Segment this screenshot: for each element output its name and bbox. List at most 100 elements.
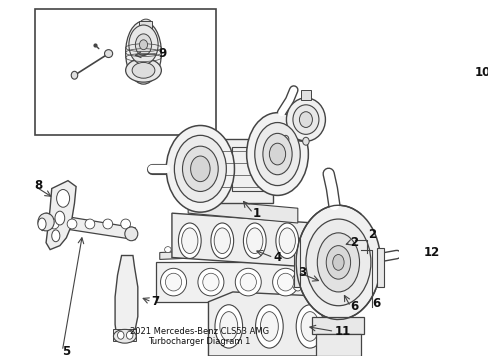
Ellipse shape (49, 219, 59, 229)
Ellipse shape (243, 223, 265, 258)
Ellipse shape (121, 219, 130, 229)
Ellipse shape (225, 247, 231, 253)
Bar (293, 238, 300, 287)
Ellipse shape (263, 133, 291, 175)
Ellipse shape (174, 135, 226, 202)
Ellipse shape (38, 213, 54, 231)
Polygon shape (42, 213, 135, 240)
Ellipse shape (188, 247, 195, 253)
Ellipse shape (67, 219, 77, 229)
Ellipse shape (214, 228, 230, 253)
Ellipse shape (254, 122, 300, 185)
Polygon shape (188, 198, 297, 223)
Ellipse shape (182, 146, 218, 192)
Ellipse shape (308, 273, 319, 291)
Ellipse shape (129, 25, 158, 64)
Text: 3: 3 (297, 266, 305, 279)
Text: 2021 Mercedes-Benz CLS53 AMG
Turbocharger Diagram 1: 2021 Mercedes-Benz CLS53 AMG Turbocharge… (130, 327, 268, 346)
Polygon shape (115, 256, 138, 341)
Text: 2: 2 (367, 228, 375, 241)
Ellipse shape (220, 312, 237, 341)
Ellipse shape (215, 305, 242, 348)
Ellipse shape (132, 62, 155, 78)
Ellipse shape (292, 105, 318, 134)
Ellipse shape (448, 64, 459, 80)
Ellipse shape (177, 247, 183, 253)
Ellipse shape (291, 273, 303, 291)
Ellipse shape (332, 255, 344, 270)
Text: 2: 2 (350, 236, 358, 249)
Text: 1: 1 (253, 207, 261, 220)
Ellipse shape (296, 205, 380, 320)
Ellipse shape (286, 247, 292, 253)
Bar (113, 329, 136, 341)
Bar (231, 147, 279, 192)
Ellipse shape (260, 312, 278, 341)
Ellipse shape (201, 247, 207, 253)
Ellipse shape (302, 137, 308, 145)
Text: 8: 8 (34, 179, 42, 192)
Polygon shape (172, 213, 313, 267)
Ellipse shape (277, 273, 293, 291)
Ellipse shape (237, 247, 244, 253)
Polygon shape (442, 55, 466, 94)
Bar (139, 21, 152, 29)
Ellipse shape (165, 273, 182, 291)
Ellipse shape (286, 98, 325, 141)
Ellipse shape (125, 21, 161, 84)
Ellipse shape (298, 247, 305, 253)
Ellipse shape (139, 40, 147, 50)
Ellipse shape (113, 329, 136, 343)
Ellipse shape (52, 230, 60, 242)
Ellipse shape (299, 112, 312, 127)
Ellipse shape (274, 247, 280, 253)
Ellipse shape (190, 156, 210, 182)
Bar (301, 90, 310, 100)
Ellipse shape (269, 143, 285, 165)
Ellipse shape (124, 227, 138, 241)
Ellipse shape (246, 113, 308, 195)
Text: 4: 4 (273, 251, 281, 264)
Ellipse shape (235, 268, 261, 296)
Text: 10: 10 (474, 66, 488, 79)
Ellipse shape (305, 219, 370, 306)
Ellipse shape (160, 268, 186, 296)
Ellipse shape (104, 50, 112, 58)
Ellipse shape (57, 189, 69, 207)
Ellipse shape (249, 247, 256, 253)
Bar (312, 316, 364, 334)
Text: 11: 11 (334, 325, 350, 338)
Text: 6: 6 (350, 300, 358, 313)
Ellipse shape (117, 331, 124, 339)
Ellipse shape (125, 59, 161, 82)
Ellipse shape (139, 19, 152, 31)
Ellipse shape (38, 218, 46, 230)
Ellipse shape (255, 305, 283, 348)
Ellipse shape (317, 233, 359, 292)
Ellipse shape (325, 246, 350, 279)
Ellipse shape (178, 223, 201, 258)
Bar (208, 139, 273, 203)
Ellipse shape (240, 273, 256, 291)
Ellipse shape (296, 305, 323, 348)
Ellipse shape (262, 247, 268, 253)
Polygon shape (403, 246, 432, 271)
Ellipse shape (282, 135, 288, 143)
Text: 5: 5 (62, 345, 70, 357)
Ellipse shape (85, 219, 95, 229)
Bar (377, 248, 383, 287)
Text: 9: 9 (158, 47, 166, 60)
Ellipse shape (272, 268, 298, 296)
Bar (155, 262, 325, 302)
Ellipse shape (450, 67, 457, 77)
Ellipse shape (102, 219, 112, 229)
Polygon shape (46, 181, 76, 249)
Ellipse shape (411, 252, 421, 265)
Ellipse shape (182, 228, 198, 253)
Bar (36, 9, 215, 135)
Ellipse shape (71, 71, 78, 79)
Ellipse shape (164, 247, 171, 253)
Text: 6: 6 (372, 297, 380, 310)
Ellipse shape (454, 55, 461, 62)
Text: 7: 7 (151, 295, 160, 308)
